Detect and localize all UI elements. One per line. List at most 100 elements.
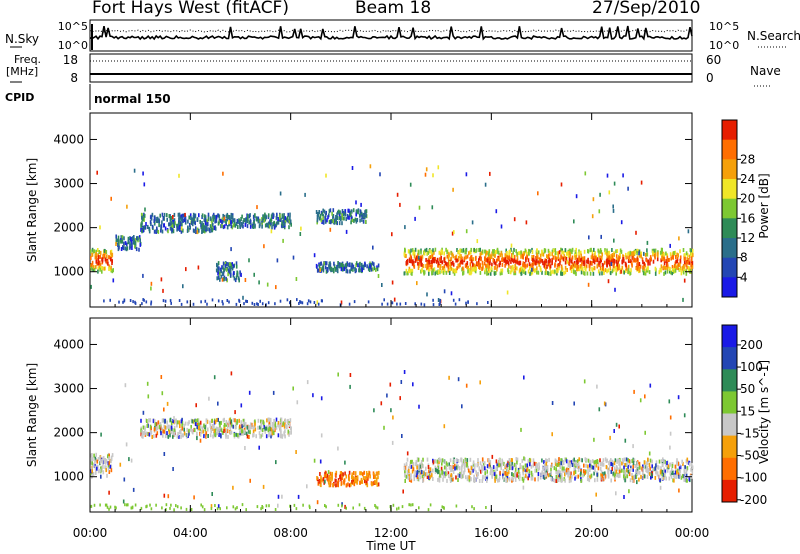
range-gate-cell: [129, 243, 131, 248]
range-gate-cell: [497, 478, 499, 483]
range-gate-cell: [146, 504, 148, 508]
range-gate-cell: [173, 508, 175, 512]
range-gate-cell: [665, 462, 667, 467]
range-gate-cell: [316, 500, 319, 505]
range-gate-cell: [562, 257, 565, 262]
range-gate-cell: [687, 265, 690, 270]
range-gate-cell: [684, 465, 686, 470]
range-gate-cell: [126, 503, 128, 507]
range-gate-cell: [199, 432, 202, 437]
range-gate-cell: [530, 470, 533, 475]
range-gate-cell: [438, 460, 440, 464]
range-gate-cell: [179, 215, 182, 220]
range-gate-cell: [239, 219, 241, 224]
range-gate-cell: [329, 480, 332, 485]
range-gate-cell: [627, 264, 630, 269]
range-gate-cell: [173, 416, 175, 421]
range-gate-cell: [220, 434, 222, 439]
range-gate-cell: [588, 478, 591, 483]
range-gate-cell: [520, 465, 522, 470]
range-gate-cell: [276, 220, 279, 225]
range-gate-cell: [570, 259, 573, 264]
range-gate-cell: [371, 261, 374, 266]
range-gate-cell: [507, 270, 510, 274]
range-gate-cell: [134, 238, 137, 243]
range-gate-cell: [525, 249, 528, 254]
beam-label: Beam 18: [355, 0, 432, 18]
range-gate-cell: [666, 269, 669, 274]
range-gate-cell: [355, 261, 358, 266]
range-gate-cell: [543, 460, 545, 465]
range-gate-cell: [411, 469, 414, 474]
range-gate-cell: [410, 459, 412, 464]
range-gate-cell: [415, 460, 418, 465]
range-gate-cell: [284, 222, 286, 226]
range-gate-cell: [425, 471, 428, 476]
range-gate-cell: [98, 250, 100, 254]
range-gate-cell: [190, 427, 192, 432]
range-gate-cell: [614, 475, 616, 480]
range-gate-cell: [439, 473, 441, 478]
range-gate-cell: [107, 454, 109, 459]
range-gate-cell: [150, 214, 152, 219]
range-gate-cell: [154, 422, 157, 427]
range-gate-cell: [583, 271, 585, 276]
range-gate-cell: [457, 264, 460, 269]
range-gate-cell: [646, 461, 649, 466]
range-gate-cell: [231, 225, 234, 230]
range-gate-cell: [207, 217, 210, 222]
range-gate-cell: [257, 425, 259, 430]
range-gate-cell: [611, 255, 613, 260]
range-gate-cell: [551, 261, 553, 266]
range-gate-cell: [258, 445, 260, 450]
range-gate-cell: [428, 475, 430, 480]
range-gate-cell: [616, 262, 618, 267]
range-gate-cell: [243, 429, 246, 434]
range-gate-cell: [443, 251, 445, 256]
range-gate-cell: [349, 373, 352, 377]
range-gate-cell: [580, 457, 583, 462]
range-gate-cell: [456, 266, 458, 271]
power-ylabel: Slant Range [km]: [25, 158, 39, 262]
range-gate-cell: [566, 251, 568, 256]
range-gate-cell: [335, 220, 337, 225]
range-gate-cell: [431, 473, 433, 478]
range-gate-cell: [589, 475, 591, 480]
range-gate-cell: [209, 433, 212, 438]
range-gate-cell: [236, 272, 239, 277]
range-gate-cell: [95, 452, 97, 457]
range-gate-cell: [584, 266, 586, 271]
range-gate-cell: [189, 225, 191, 230]
range-gate-cell: [277, 494, 280, 499]
range-gate-cell: [685, 271, 688, 276]
range-gate-cell: [442, 506, 445, 509]
range-gate-cell: [613, 267, 615, 272]
range-gate-cell: [560, 458, 562, 463]
range-gate-cell: [249, 219, 252, 224]
range-gate-cell: [661, 469, 664, 474]
range-gate-cell: [140, 506, 143, 510]
range-gate-cell: [272, 213, 275, 218]
range-gate-cell: [519, 463, 522, 467]
range-gate-cell: [214, 219, 216, 224]
range-gate-cell: [501, 460, 504, 465]
range-gate-cell: [551, 463, 554, 468]
range-gate-cell: [571, 247, 574, 252]
range-gate-cell: [604, 471, 606, 476]
range-gate-cell: [485, 250, 488, 255]
range-gate-cell: [461, 256, 463, 261]
range-gate-cell: [655, 463, 657, 468]
range-gate-cell: [120, 239, 122, 244]
range-gate-cell: [131, 505, 134, 509]
range-gate-cell: [338, 212, 341, 217]
nsky-tick-left-top: 10^5: [58, 20, 88, 33]
range-gate-cell: [620, 249, 623, 254]
range-gate-cell: [577, 468, 580, 472]
range-gate-cell: [587, 257, 589, 262]
range-gate-cell: [273, 422, 275, 427]
range-gate-cell: [329, 476, 331, 481]
range-gate-cell: [663, 469, 665, 474]
range-gate-cell: [677, 262, 680, 267]
cpid-panel: CPID normal 150: [5, 84, 171, 110]
range-gate-cell: [358, 266, 361, 270]
